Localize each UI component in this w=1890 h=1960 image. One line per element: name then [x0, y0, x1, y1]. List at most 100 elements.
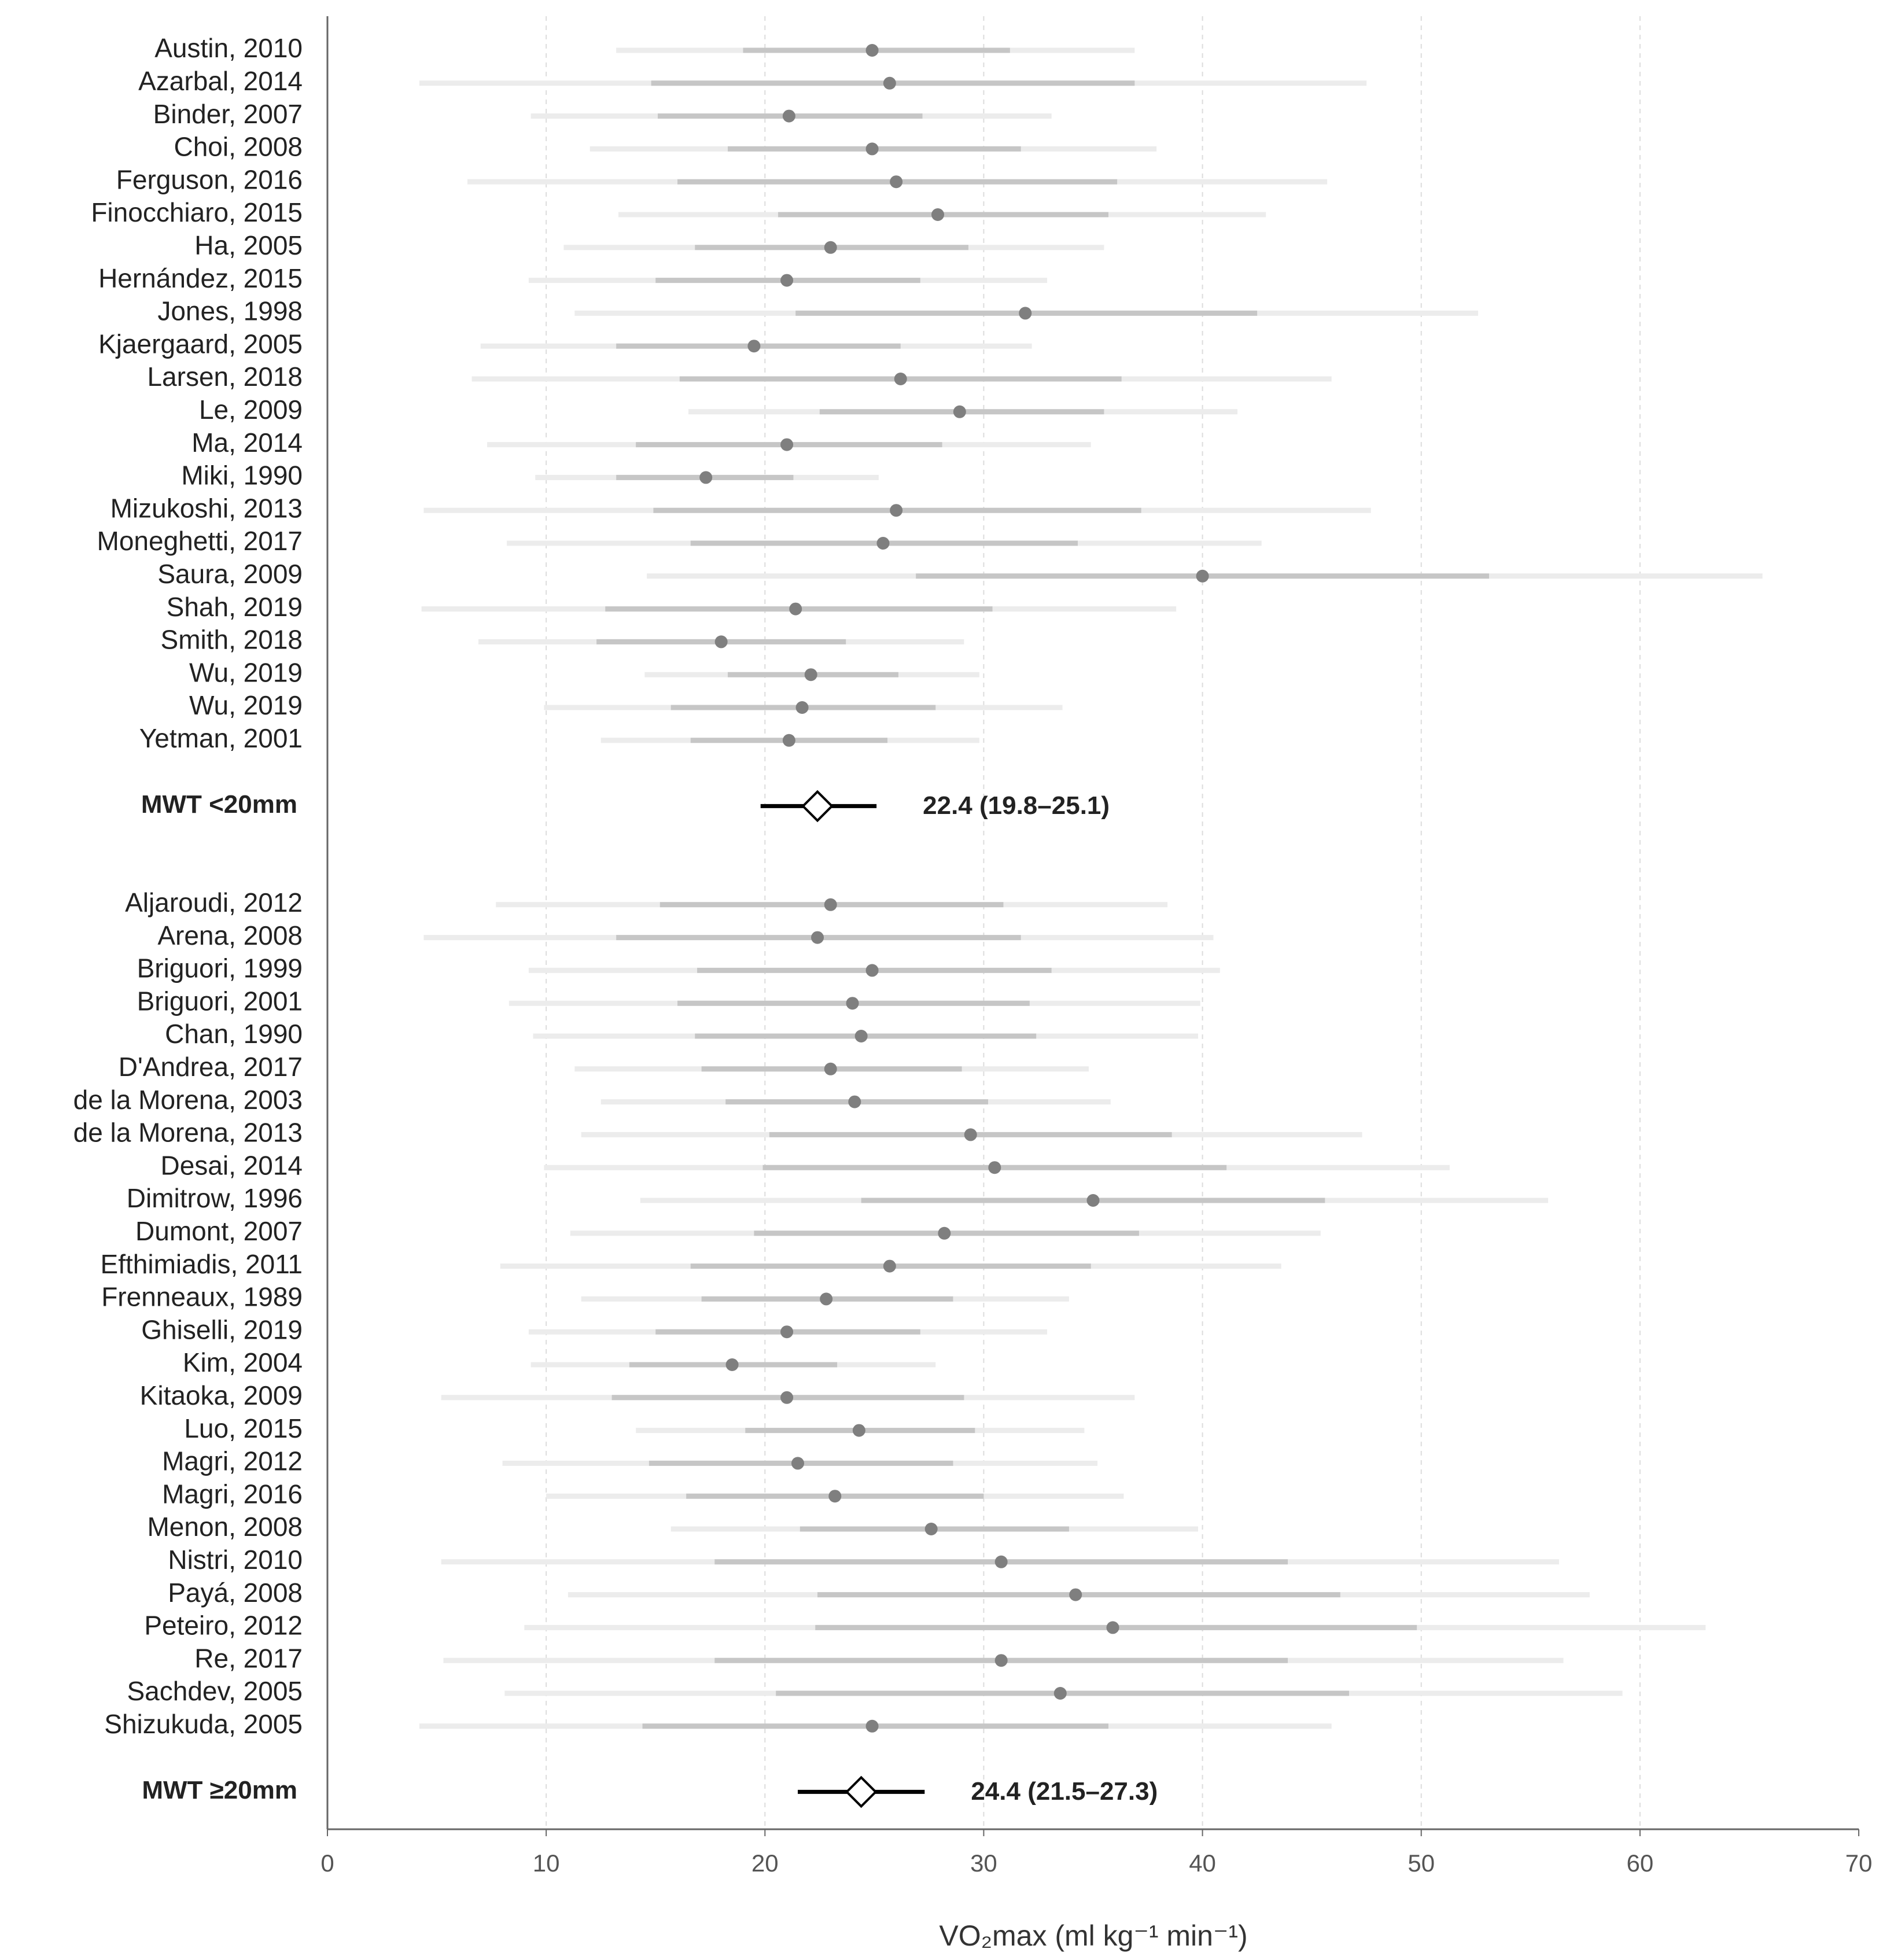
point-estimate	[1019, 307, 1032, 320]
study-label: Magri, 2012	[162, 1446, 303, 1476]
point-estimate	[789, 602, 802, 616]
point-estimate	[824, 1062, 837, 1075]
point-estimate	[780, 1391, 794, 1404]
point-estimate	[865, 44, 879, 57]
study-label: Ma, 2014	[191, 428, 303, 458]
x-tick-label: 20	[751, 1850, 779, 1877]
study-label: Kjaergaard, 2005	[98, 329, 303, 359]
point-estimate	[747, 340, 761, 353]
study-label: Austin, 2010	[154, 33, 303, 63]
study-label: Arena, 2008	[157, 920, 303, 950]
study-label: Yetman, 2001	[139, 723, 303, 753]
point-estimate	[1106, 1621, 1119, 1634]
point-estimate	[828, 1490, 842, 1503]
point-estimate	[988, 1161, 1001, 1174]
study-label: Finocchiaro, 2015	[91, 197, 303, 227]
study-label: Ghiselli, 2019	[141, 1314, 303, 1344]
point-estimate	[931, 208, 945, 221]
point-estimate	[883, 1259, 896, 1273]
point-estimate	[1069, 1588, 1082, 1601]
study-label: Nistri, 2010	[168, 1545, 303, 1575]
pooled-value-label: 22.4 (19.8–25.1)	[923, 791, 1110, 820]
point-estimate	[865, 964, 879, 977]
x-tick-label: 50	[1408, 1850, 1435, 1877]
study-label: D'Andrea, 2017	[119, 1052, 303, 1082]
x-tick-label: 30	[970, 1850, 997, 1877]
point-estimate	[854, 1030, 868, 1042]
study-label: de la Morena, 2003	[73, 1085, 303, 1115]
study-label: Choi, 2008	[174, 132, 303, 162]
x-tick-label: 40	[1189, 1850, 1216, 1877]
study-label: Azarbal, 2014	[138, 66, 303, 96]
point-estimate	[953, 405, 966, 418]
study-label: Saura, 2009	[157, 559, 303, 589]
point-estimate	[890, 175, 903, 189]
study-label: Sachdev, 2005	[127, 1676, 303, 1706]
point-estimate	[876, 537, 890, 550]
study-label: Smith, 2018	[161, 625, 303, 655]
study-label: Dumont, 2007	[135, 1216, 303, 1246]
study-label: de la Morena, 2013	[73, 1118, 303, 1148]
group-label: MWT ≥20mm	[142, 1776, 297, 1804]
point-estimate	[938, 1226, 951, 1240]
point-estimate	[780, 274, 794, 287]
point-estimate	[791, 1457, 805, 1470]
point-estimate	[820, 1292, 833, 1306]
study-label: Mizukoshi, 2013	[110, 493, 303, 523]
point-estimate	[865, 1719, 879, 1733]
pooled-diamond	[801, 790, 834, 823]
point-estimate	[846, 997, 859, 1010]
point-estimate	[795, 701, 809, 714]
point-estimate	[782, 734, 795, 747]
point-estimate	[894, 373, 907, 385]
study-label: Kitaoka, 2009	[140, 1380, 303, 1410]
study-label: Larsen, 2018	[147, 362, 303, 392]
point-estimate	[714, 635, 728, 649]
x-tick-label: 0	[320, 1850, 334, 1877]
point-estimate	[782, 109, 795, 123]
study-label: Miki, 1990	[181, 460, 303, 491]
study-label: Chan, 1990	[165, 1019, 303, 1049]
point-estimate	[699, 471, 713, 484]
study-label: Wu, 2019	[189, 657, 303, 687]
study-label: Briguori, 1999	[137, 953, 303, 983]
x-tick-label: 10	[533, 1850, 560, 1877]
pooled-value-label: 24.4 (21.5–27.3)	[971, 1777, 1158, 1806]
point-estimate	[824, 898, 837, 911]
point-estimate	[994, 1555, 1008, 1568]
point-estimate	[824, 241, 837, 254]
study-label: Moneghetti, 2017	[97, 526, 303, 556]
point-estimate	[964, 1128, 977, 1141]
study-label: Luo, 2015	[184, 1413, 303, 1443]
point-estimate	[1086, 1194, 1100, 1207]
point-estimate	[725, 1358, 739, 1371]
study-label: Ferguson, 2016	[116, 164, 303, 194]
point-estimate	[780, 1325, 794, 1339]
study-label: Payá, 2008	[168, 1578, 303, 1608]
point-estimate	[924, 1523, 938, 1535]
study-label: Peteiro, 2012	[144, 1611, 303, 1641]
point-estimate	[994, 1654, 1008, 1667]
study-label: Desai, 2014	[161, 1150, 303, 1180]
pooled-diamond	[845, 1775, 878, 1808]
point-estimate	[811, 931, 824, 944]
x-axis-label: VO₂max (ml kg⁻¹ min⁻¹)	[939, 1920, 1247, 1952]
point-estimate	[1196, 569, 1209, 583]
x-tick-label: 70	[1845, 1850, 1873, 1877]
study-label: Dimitrow, 1996	[127, 1183, 303, 1213]
point-estimate	[780, 438, 794, 451]
study-label: Briguori, 2001	[137, 986, 303, 1016]
point-estimate	[883, 76, 896, 90]
study-label: Kim, 2004	[183, 1347, 303, 1377]
study-label: Menon, 2008	[147, 1512, 303, 1542]
study-label: Efthimiadis, 2011	[101, 1249, 303, 1279]
study-label: Jones, 1998	[157, 296, 303, 326]
study-label: Wu, 2019	[189, 690, 303, 720]
study-label: Re, 2017	[194, 1643, 303, 1673]
study-label: Frenneaux, 1989	[101, 1282, 303, 1312]
study-label: Binder, 2007	[153, 99, 303, 129]
point-estimate	[804, 668, 817, 681]
study-label: Le, 2009	[199, 395, 303, 425]
